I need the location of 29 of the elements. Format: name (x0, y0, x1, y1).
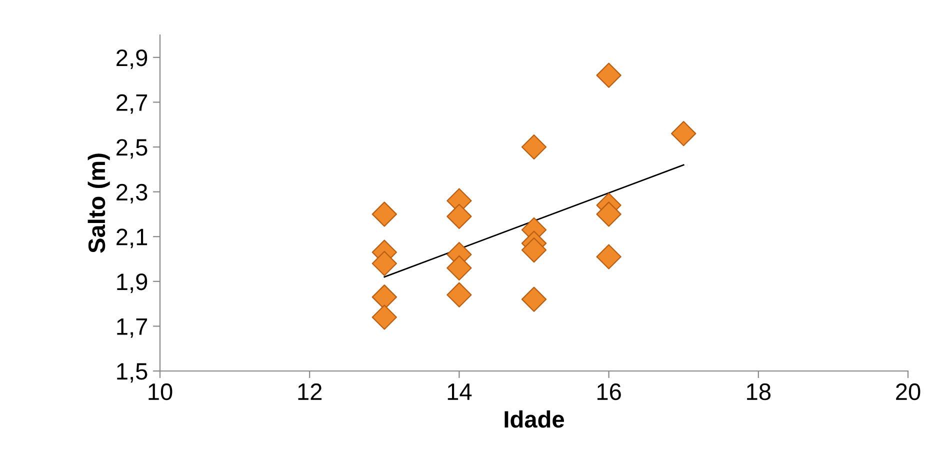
x-tick-label: 18 (747, 383, 771, 400)
x-tick-label: 14 (448, 384, 472, 400)
point (372, 304, 397, 330)
x-tick-label: 12 (298, 383, 322, 400)
y-tick-label: 2,5 (116, 139, 148, 159)
point (521, 134, 547, 160)
point (372, 202, 397, 227)
point (446, 204, 472, 230)
y-axis-title: Salto (m) (88, 154, 110, 253)
x-tick-label: 16 (597, 383, 621, 400)
point (521, 286, 547, 312)
point (671, 120, 696, 146)
x-tick-label: 10 (148, 383, 172, 400)
y-tick-label: 1,5 (117, 363, 148, 383)
point (596, 244, 622, 270)
x-axis-title: Idade (504, 410, 564, 428)
point (446, 255, 472, 281)
point (521, 237, 547, 263)
y-tick-label: 2,7 (116, 94, 148, 114)
y-tick-label: 2,1 (116, 228, 148, 248)
point (596, 202, 622, 227)
y-tick-label: 2,3 (116, 184, 148, 204)
y-tick-label: 2,9 (116, 49, 148, 69)
point (596, 62, 622, 88)
point (372, 250, 397, 276)
y-tick-label: 1,7 (117, 318, 148, 338)
point (446, 282, 472, 308)
x-tick-label: 20 (896, 383, 920, 400)
y-tick-label: 1,9 (117, 273, 148, 293)
